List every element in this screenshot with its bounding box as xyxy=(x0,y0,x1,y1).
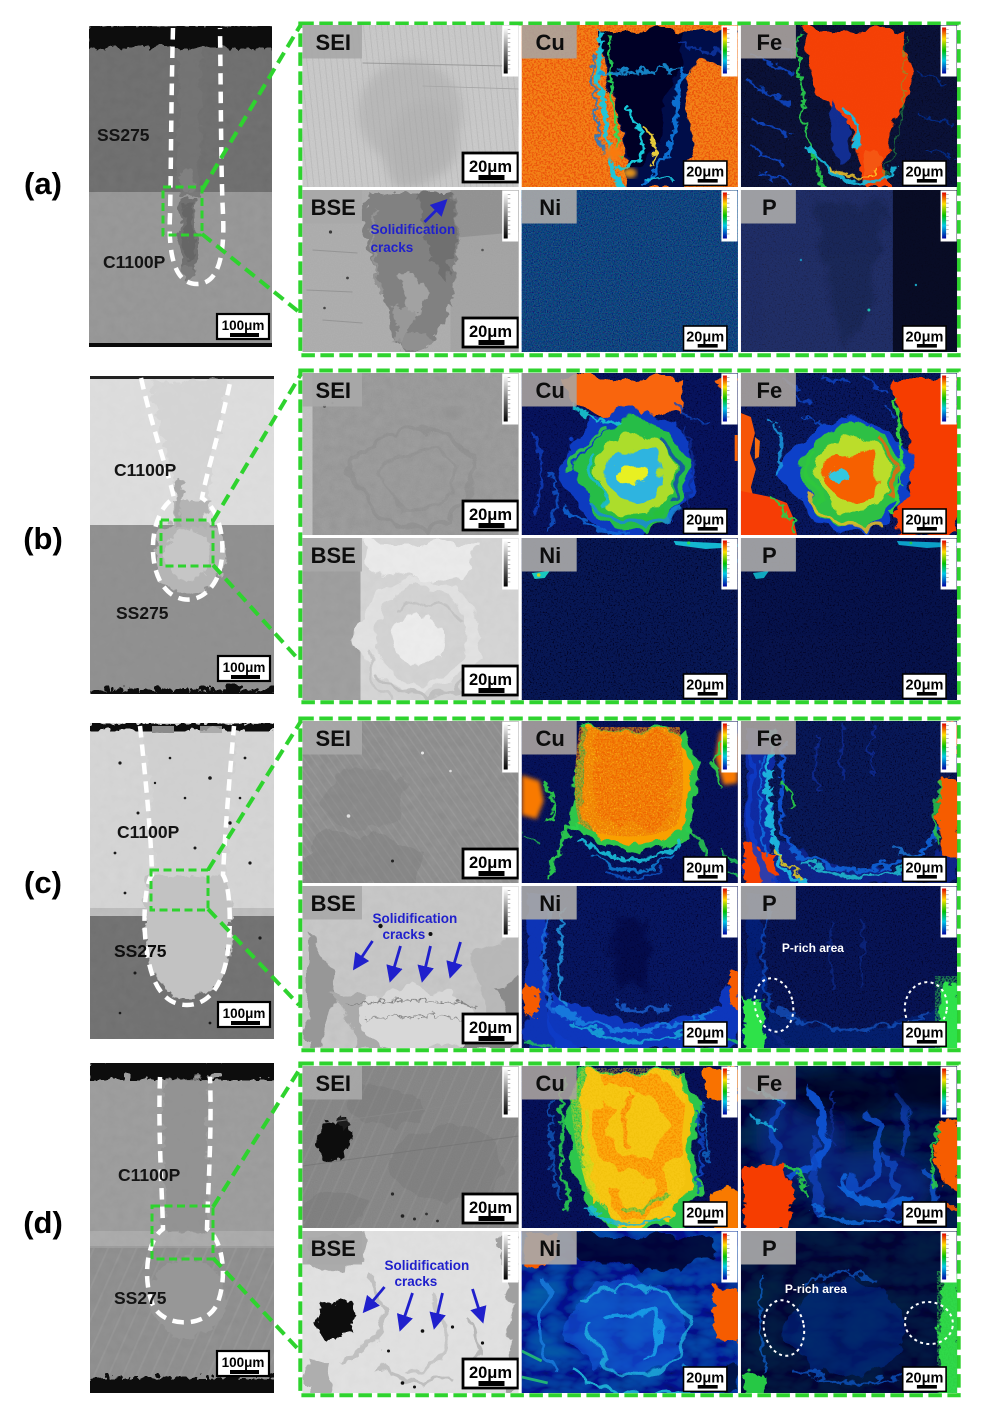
svg-text:20μm: 20μm xyxy=(686,1371,724,1387)
svg-text:Fe: Fe xyxy=(757,726,783,751)
svg-text:Fe: Fe xyxy=(757,30,783,55)
svg-text:20μm: 20μm xyxy=(905,165,943,181)
svg-text:Fe: Fe xyxy=(757,1071,783,1096)
svg-text:Fe: Fe xyxy=(757,378,783,403)
svg-text:(a): (a) xyxy=(24,166,62,201)
svg-text:20μm: 20μm xyxy=(686,330,724,346)
svg-text:cracks: cracks xyxy=(371,240,414,255)
svg-text:Ni: Ni xyxy=(539,543,561,568)
svg-text:Cu: Cu xyxy=(536,1071,565,1096)
svg-text:20μm: 20μm xyxy=(469,158,512,176)
svg-text:C1100P: C1100P xyxy=(117,822,180,842)
svg-text:20μm: 20μm xyxy=(686,861,724,877)
svg-text:BSE: BSE xyxy=(311,891,356,916)
svg-text:20μm: 20μm xyxy=(905,1026,943,1042)
svg-text:20μm: 20μm xyxy=(469,323,512,341)
svg-text:SEI: SEI xyxy=(316,378,351,403)
svg-text:100μm: 100μm xyxy=(222,318,265,333)
svg-text:Ni: Ni xyxy=(539,891,561,916)
svg-text:20μm: 20μm xyxy=(905,1206,943,1222)
svg-text:SS275: SS275 xyxy=(114,1288,167,1308)
svg-text:20μm: 20μm xyxy=(469,1199,512,1217)
svg-text:BSE: BSE xyxy=(311,195,356,220)
svg-text:20μm: 20μm xyxy=(905,678,943,694)
svg-text:P: P xyxy=(762,891,777,916)
svg-text:Ni: Ni xyxy=(539,1236,561,1261)
svg-text:P-rich area: P-rich area xyxy=(785,1282,847,1296)
svg-text:20μm: 20μm xyxy=(905,513,943,529)
svg-text:SEI: SEI xyxy=(316,726,351,751)
svg-text:20μm: 20μm xyxy=(469,506,512,524)
svg-text:Ni: Ni xyxy=(539,195,561,220)
svg-text:Solidification: Solidification xyxy=(371,222,456,237)
svg-text:P: P xyxy=(762,195,777,220)
svg-text:P-rich area: P-rich area xyxy=(782,941,844,955)
svg-text:20μm: 20μm xyxy=(469,671,512,689)
svg-text:(c): (c) xyxy=(24,865,62,900)
svg-text:C1100P: C1100P xyxy=(103,252,166,272)
svg-text:C1100P: C1100P xyxy=(118,1165,181,1185)
svg-text:BSE: BSE xyxy=(311,1236,356,1261)
svg-text:(b): (b) xyxy=(23,521,63,556)
svg-text:BSE: BSE xyxy=(311,543,356,568)
svg-text:Cu: Cu xyxy=(536,30,565,55)
svg-text:20μm: 20μm xyxy=(686,1026,724,1042)
svg-text:SS275: SS275 xyxy=(114,941,167,961)
svg-text:20μm: 20μm xyxy=(469,854,512,872)
svg-text:20μm: 20μm xyxy=(686,678,724,694)
svg-text:P: P xyxy=(762,1236,777,1261)
svg-text:cracks: cracks xyxy=(383,927,426,942)
svg-text:cracks: cracks xyxy=(395,1274,438,1289)
svg-text:SEI: SEI xyxy=(316,30,351,55)
svg-text:(d): (d) xyxy=(23,1205,63,1240)
svg-text:P: P xyxy=(762,543,777,568)
svg-text:20μm: 20μm xyxy=(686,1206,724,1222)
svg-text:20μm: 20μm xyxy=(469,1019,512,1037)
svg-text:20μm: 20μm xyxy=(686,513,724,529)
svg-text:20μm: 20μm xyxy=(905,1371,943,1387)
svg-text:20μm: 20μm xyxy=(469,1364,512,1382)
svg-text:20μm: 20μm xyxy=(905,861,943,877)
svg-text:20μm: 20μm xyxy=(905,330,943,346)
svg-text:C1100P: C1100P xyxy=(114,460,177,480)
svg-text:Cu: Cu xyxy=(536,726,565,751)
svg-text:Solidification: Solidification xyxy=(385,1258,470,1273)
svg-text:20μm: 20μm xyxy=(686,165,724,181)
svg-text:100μm: 100μm xyxy=(222,1355,265,1370)
svg-text:SS275: SS275 xyxy=(97,125,150,145)
svg-text:SEI: SEI xyxy=(316,1071,351,1096)
svg-text:100μm: 100μm xyxy=(223,660,266,675)
svg-text:SS275: SS275 xyxy=(116,603,169,623)
svg-text:100μm: 100μm xyxy=(223,1006,266,1021)
svg-text:Solidification: Solidification xyxy=(373,911,458,926)
svg-text:Cu: Cu xyxy=(536,378,565,403)
